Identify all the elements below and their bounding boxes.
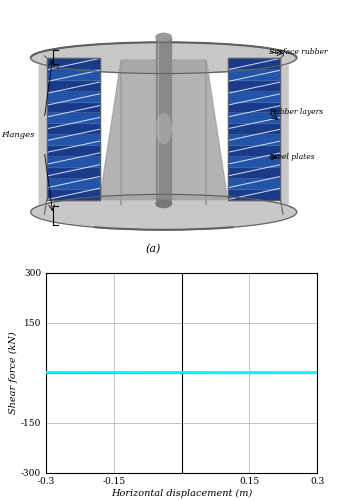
Bar [228,69,281,80]
Bar [228,145,281,156]
Ellipse shape [31,42,297,74]
Bar [47,112,100,124]
Ellipse shape [156,34,172,41]
Bar [47,69,100,80]
Bar [228,178,281,188]
Text: Steel plates: Steel plates [269,153,315,161]
Bar [228,188,281,200]
Text: Flanges: Flanges [1,131,34,139]
X-axis label: Horizontal displacement (m): Horizontal displacement (m) [111,489,252,498]
Bar [228,58,281,200]
Bar [228,58,281,69]
Bar [228,90,281,102]
Ellipse shape [31,194,297,230]
Bar [228,102,281,112]
Bar [228,134,281,145]
Bar [47,188,100,200]
Y-axis label: Shear force (kN): Shear force (kN) [9,331,18,414]
Text: Surface rubber: Surface rubber [269,48,328,56]
Bar [47,80,100,90]
Bar [47,134,100,145]
Polygon shape [100,60,228,200]
Bar [228,167,281,178]
Bar [47,58,100,69]
Bar [228,80,281,90]
Bar [47,156,100,167]
Bar [228,156,281,167]
Bar [47,90,100,102]
Bar [156,37,172,204]
Bar [47,167,100,178]
Ellipse shape [156,200,172,207]
Bar [47,124,100,134]
Bar [47,58,100,200]
Bar [47,145,100,156]
Text: Rubber layers: Rubber layers [269,108,324,116]
Bar [228,112,281,124]
Polygon shape [39,54,47,216]
Bar [47,178,100,188]
Ellipse shape [156,114,172,144]
Bar [47,102,100,112]
Polygon shape [281,54,288,216]
Bar [228,124,281,134]
Text: (a): (a) [146,244,161,254]
